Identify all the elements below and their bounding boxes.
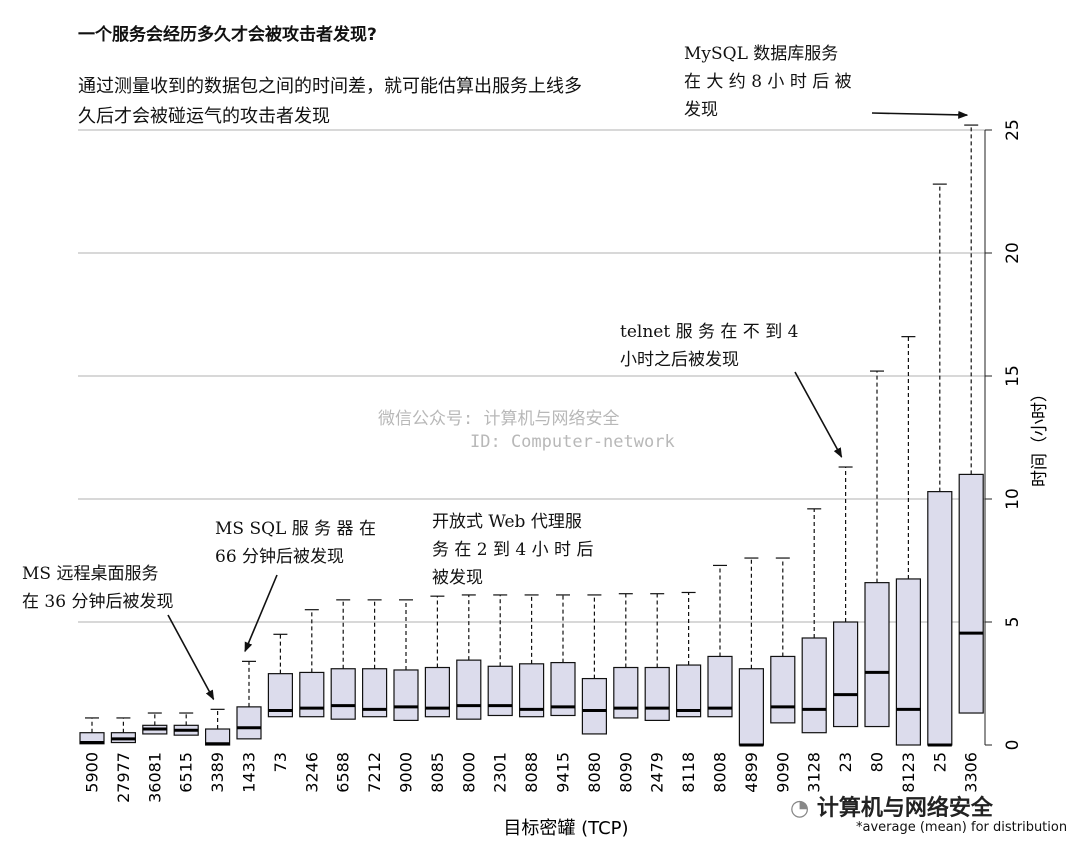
annotation-mysql: MySQL 数据库服务 在 大 约 8 小 时 后 被 发现 xyxy=(684,40,852,124)
x-tick-label: 8090 xyxy=(616,752,635,793)
box xyxy=(330,668,356,720)
box xyxy=(738,668,765,746)
x-tick-label: 3246 xyxy=(302,752,321,793)
x-tick-labels: 5900 27977 36081 6515 3389 1433 73 3246 6588 7212… xyxy=(83,752,981,803)
x-tick-label: 7212 xyxy=(365,752,384,793)
watermark-line-1: 微信公众号: 计算机与网络安全 xyxy=(378,409,620,429)
boxes xyxy=(79,124,984,747)
x-axis-label: 目标密罐 (TCP) xyxy=(503,818,628,839)
y-tick-label: 10 xyxy=(1003,488,1023,510)
y-tick-label: 25 xyxy=(1003,119,1023,141)
annotation-line: MS 远程桌面服务 xyxy=(22,564,159,584)
x-tick-label: 27977 xyxy=(114,752,133,803)
annotation-arrow xyxy=(167,614,215,701)
annotation-mssql: MS SQL 服 务 器 在 66 分钟后被发现 xyxy=(215,515,376,571)
x-tick-label: 6515 xyxy=(177,752,196,793)
brand-text: 计算机与网络安全 xyxy=(816,796,993,821)
x-tick-label: 8118 xyxy=(679,752,698,793)
x-tick-label: 9090 xyxy=(773,752,792,793)
x-tick-label: 73 xyxy=(271,752,290,772)
x-tick-label: 3128 xyxy=(805,752,824,793)
watermark-line-2: ID: Computer-network xyxy=(470,432,675,452)
box xyxy=(236,706,262,740)
wechat-icon: ◔ xyxy=(790,796,810,821)
x-tick-label: 9000 xyxy=(397,752,416,793)
annotation-line: 开放式 Web 代理服 xyxy=(432,512,582,532)
x-tick-label: 36081 xyxy=(145,752,164,803)
annotation-line: 被发现 xyxy=(432,568,483,588)
x-tick-label: 3306 xyxy=(962,752,981,793)
box xyxy=(299,671,325,718)
annotation-line: 在 大 约 8 小 时 后 被 xyxy=(684,72,852,92)
annotation-telnet: telnet 服 务 在 不 到 4 小时之后被发现 xyxy=(620,318,798,374)
box xyxy=(456,659,482,720)
footnote: *average (mean) for distribution xyxy=(856,820,1068,835)
box xyxy=(393,669,419,721)
box xyxy=(958,473,984,714)
box xyxy=(644,666,670,722)
annotation-line: telnet 服 务 在 不 到 4 xyxy=(620,322,799,342)
brand-logo: ◔ 计算机与网络安全 xyxy=(790,790,993,822)
x-tick-label: 8123 xyxy=(899,752,918,793)
x-tick-label: 5900 xyxy=(83,752,102,793)
annotation-line: 66 分钟后被发现 xyxy=(215,547,345,567)
x-tick-label: 1433 xyxy=(240,752,259,793)
annotation-arrow xyxy=(871,110,969,119)
x-tick-label: 25 xyxy=(930,752,949,772)
y-tick-label: 20 xyxy=(1003,242,1023,264)
box xyxy=(581,677,608,735)
annotation-line: 在 36 分钟后被发现 xyxy=(22,592,174,612)
x-tick-label: 23 xyxy=(836,752,855,772)
annotation-rdp: MS 远程桌面服务 在 36 分钟后被发现 xyxy=(22,560,173,616)
annotation-line: 务 在 2 到 4 小 时 后 xyxy=(432,540,594,560)
annotation-line: 发现 xyxy=(684,100,718,120)
box xyxy=(832,621,859,728)
annotation-arrows xyxy=(167,110,969,701)
x-tick-label: 6588 xyxy=(334,752,353,793)
box xyxy=(487,665,513,717)
x-tick-label: 8085 xyxy=(428,752,447,793)
y-tick-label: 5 xyxy=(1003,617,1023,628)
y-tick-label: 15 xyxy=(1003,365,1023,387)
x-tick-label: 8080 xyxy=(585,752,604,793)
box xyxy=(613,666,639,719)
annotation-line: MySQL 数据库服务 xyxy=(684,44,839,64)
annotation-arrow xyxy=(244,574,278,653)
annotation-line: MS SQL 服 务 器 在 xyxy=(215,519,376,539)
annotation-web-proxy: 开放式 Web 代理服 务 在 2 到 4 小 时 后 被发现 xyxy=(432,508,593,592)
x-tick-label: 80 xyxy=(868,752,887,772)
y-tick-labels: 0 5 10 15 20 25 xyxy=(984,119,1023,751)
box xyxy=(770,655,796,724)
x-tick-label: 8088 xyxy=(522,752,541,793)
x-tick-label: 8008 xyxy=(711,752,730,793)
box xyxy=(675,664,702,718)
x-tick-label: 9415 xyxy=(554,752,573,793)
x-tick-label: 2301 xyxy=(491,752,510,793)
x-tick-label: 8000 xyxy=(459,752,478,793)
box xyxy=(801,637,827,734)
box xyxy=(864,582,890,728)
x-tick-label: 2479 xyxy=(648,752,667,793)
box xyxy=(927,491,953,746)
annotation-line: 小时之后被发现 xyxy=(620,350,739,370)
x-tick-label: 3389 xyxy=(208,752,227,793)
annotation-arrow xyxy=(794,371,843,458)
y-tick-label: 0 xyxy=(1003,740,1023,751)
box xyxy=(895,578,922,746)
chart-subtitle: 通过测量收到的数据包之间的时间差，就可能估算出服务上线多久后才会被碰运气的攻击者… xyxy=(78,76,582,127)
y-axis-label: 时间（小时） xyxy=(1030,385,1050,487)
chart-title: 一个服务会经历多久才会被攻击者发现? xyxy=(78,25,377,45)
x-tick-label: 4899 xyxy=(742,752,761,793)
